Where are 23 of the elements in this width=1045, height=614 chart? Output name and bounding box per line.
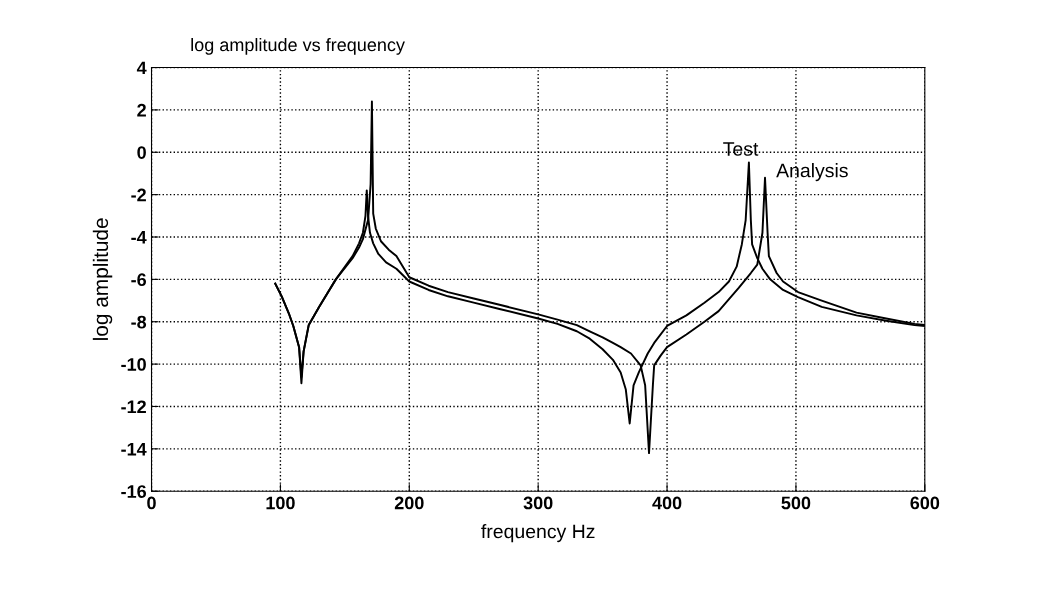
x-tick-label: 200: [394, 496, 424, 510]
y-tick-label: -12: [121, 400, 146, 414]
x-axis-title: frequency Hz: [481, 524, 595, 543]
y-tick-label: 0: [137, 146, 146, 159]
x-tick-label: 0: [147, 496, 156, 510]
y-tick-label: -4: [131, 231, 147, 244]
x-tick-label: 600: [910, 496, 940, 510]
x-tick-label: 100: [266, 496, 295, 510]
y-tick-label: 4: [136, 61, 147, 75]
y-tick-label: -2: [131, 188, 146, 202]
y-tick-label: -16: [121, 485, 147, 498]
x-tick-label: 400: [652, 496, 682, 510]
x-tick-label: 500: [781, 496, 811, 510]
chart-title: log amplitude vs frequency: [191, 38, 405, 55]
y-axis-title: log amplitude: [92, 218, 113, 340]
y-tick-label: -6: [131, 273, 147, 287]
x-tick-label: 300: [523, 496, 553, 510]
y-tick-label: -8: [131, 315, 147, 329]
series-label: Test: [723, 142, 759, 156]
series-label: Analysis: [776, 163, 848, 182]
y-tick-label: -14: [121, 442, 147, 456]
y-tick-label: 2: [137, 103, 146, 117]
y-tick-label: -10: [121, 358, 146, 371]
